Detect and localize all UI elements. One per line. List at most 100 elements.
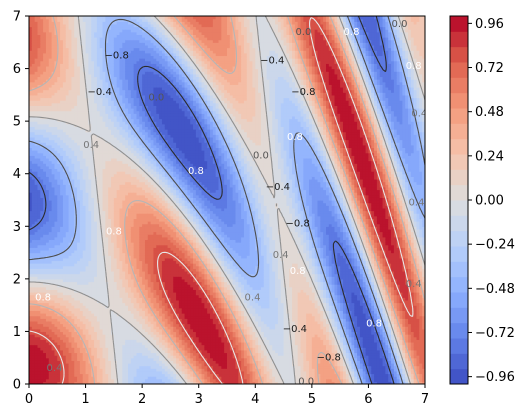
contour-cell bbox=[62, 239, 67, 243]
contour-cell bbox=[71, 360, 75, 364]
contour-cell bbox=[62, 273, 67, 277]
contour-cell bbox=[48, 37, 53, 41]
contour-cell bbox=[74, 100, 78, 104]
contour-cell bbox=[62, 139, 67, 143]
contour-cell bbox=[45, 310, 50, 314]
contour-cell bbox=[51, 81, 56, 85]
contour-cell bbox=[29, 294, 33, 298]
contour-cell bbox=[51, 18, 56, 22]
contour-cell bbox=[34, 147, 39, 151]
contour-cell bbox=[48, 378, 53, 382]
contour-cell bbox=[31, 171, 36, 175]
contour-cell bbox=[34, 42, 39, 46]
contour-cell bbox=[43, 150, 47, 154]
contour-cell bbox=[74, 71, 78, 75]
contour-cell bbox=[60, 176, 64, 180]
contour-cell bbox=[45, 92, 50, 96]
contour-cell bbox=[40, 242, 44, 246]
contour-cell bbox=[57, 73, 61, 78]
contour-cell bbox=[57, 121, 61, 125]
contour-cell bbox=[45, 336, 50, 340]
contour-cell bbox=[57, 65, 61, 70]
contour-cell bbox=[48, 286, 53, 290]
contour-cell bbox=[60, 307, 64, 311]
contour-cell bbox=[34, 63, 39, 67]
contour-cell bbox=[31, 305, 36, 309]
contour-cell bbox=[43, 323, 47, 327]
contour-cell bbox=[51, 129, 56, 133]
contour-cell bbox=[54, 313, 58, 317]
contour-cell bbox=[31, 92, 36, 96]
contour-cell bbox=[57, 365, 61, 369]
contour-cell bbox=[29, 84, 33, 88]
contour-cell bbox=[62, 173, 67, 177]
contour-cell bbox=[71, 113, 75, 117]
contour-cell bbox=[43, 320, 47, 325]
contour-cell bbox=[68, 171, 73, 175]
contour-cell bbox=[74, 44, 78, 49]
contour-cell bbox=[40, 50, 44, 54]
contour-cell bbox=[57, 176, 61, 180]
contour-cell bbox=[43, 152, 47, 156]
contour-cell bbox=[65, 44, 70, 49]
contour-cell bbox=[51, 50, 56, 54]
contour-cell bbox=[43, 26, 47, 30]
contour-cell bbox=[77, 171, 81, 175]
contour-cell bbox=[40, 102, 44, 106]
contour-cell bbox=[71, 65, 75, 70]
contour-cell bbox=[34, 26, 39, 30]
contour-cell bbox=[51, 52, 56, 57]
contour-cell bbox=[45, 276, 50, 280]
contour-cell bbox=[57, 68, 61, 72]
contour-cell bbox=[43, 360, 47, 364]
contour-cell bbox=[62, 331, 67, 335]
contour-cell bbox=[45, 84, 50, 88]
contour-cell bbox=[48, 328, 53, 333]
contour-cell bbox=[68, 292, 73, 296]
contour-cell bbox=[54, 210, 58, 214]
contour-cell bbox=[65, 370, 70, 375]
contour-cell bbox=[65, 362, 70, 367]
contour-cell bbox=[77, 244, 81, 248]
contour-cell bbox=[77, 242, 81, 246]
contour-cell bbox=[40, 378, 44, 382]
contour-cell bbox=[48, 105, 53, 109]
contour-cell bbox=[57, 44, 61, 49]
contour-cell bbox=[37, 242, 41, 246]
contour-cell bbox=[45, 71, 50, 75]
contour-cell bbox=[48, 339, 53, 343]
contour-cell bbox=[71, 215, 75, 219]
contour-cell bbox=[60, 352, 64, 356]
contour-cell bbox=[57, 29, 61, 33]
contour-cell bbox=[48, 194, 53, 198]
contour-cell bbox=[57, 326, 61, 330]
plot-area: −0.8−0.4 0.00.40.80.80.80.4−0.40.0 0.80.0−… bbox=[29, 16, 425, 384]
contour-cell bbox=[45, 205, 50, 209]
contour-cell bbox=[77, 186, 81, 191]
contour-cell bbox=[34, 37, 39, 41]
contour-cell bbox=[65, 58, 70, 62]
contour-cell bbox=[37, 126, 41, 130]
contour-cell bbox=[48, 173, 53, 177]
contour-cell bbox=[40, 126, 44, 130]
contour-cell bbox=[51, 336, 56, 340]
contour-cell bbox=[60, 276, 64, 280]
contour-cell bbox=[60, 29, 64, 33]
contour-cell bbox=[68, 160, 73, 164]
contour-cell bbox=[34, 349, 39, 354]
contour-cell bbox=[74, 373, 78, 377]
contour-cell bbox=[29, 315, 33, 319]
contour-cell bbox=[65, 178, 70, 183]
contour-cell bbox=[51, 92, 56, 96]
contour-cell bbox=[51, 281, 56, 285]
contour-cell bbox=[71, 186, 75, 191]
contour-cell bbox=[60, 171, 64, 175]
contour-cell bbox=[77, 194, 81, 198]
contour-cell bbox=[74, 139, 78, 143]
contour-cell bbox=[68, 186, 73, 191]
contour-cell bbox=[51, 339, 56, 343]
contour-cell bbox=[62, 136, 67, 141]
contour-cell bbox=[29, 247, 33, 251]
contour-cell bbox=[31, 163, 36, 167]
contour-cell bbox=[43, 318, 47, 322]
